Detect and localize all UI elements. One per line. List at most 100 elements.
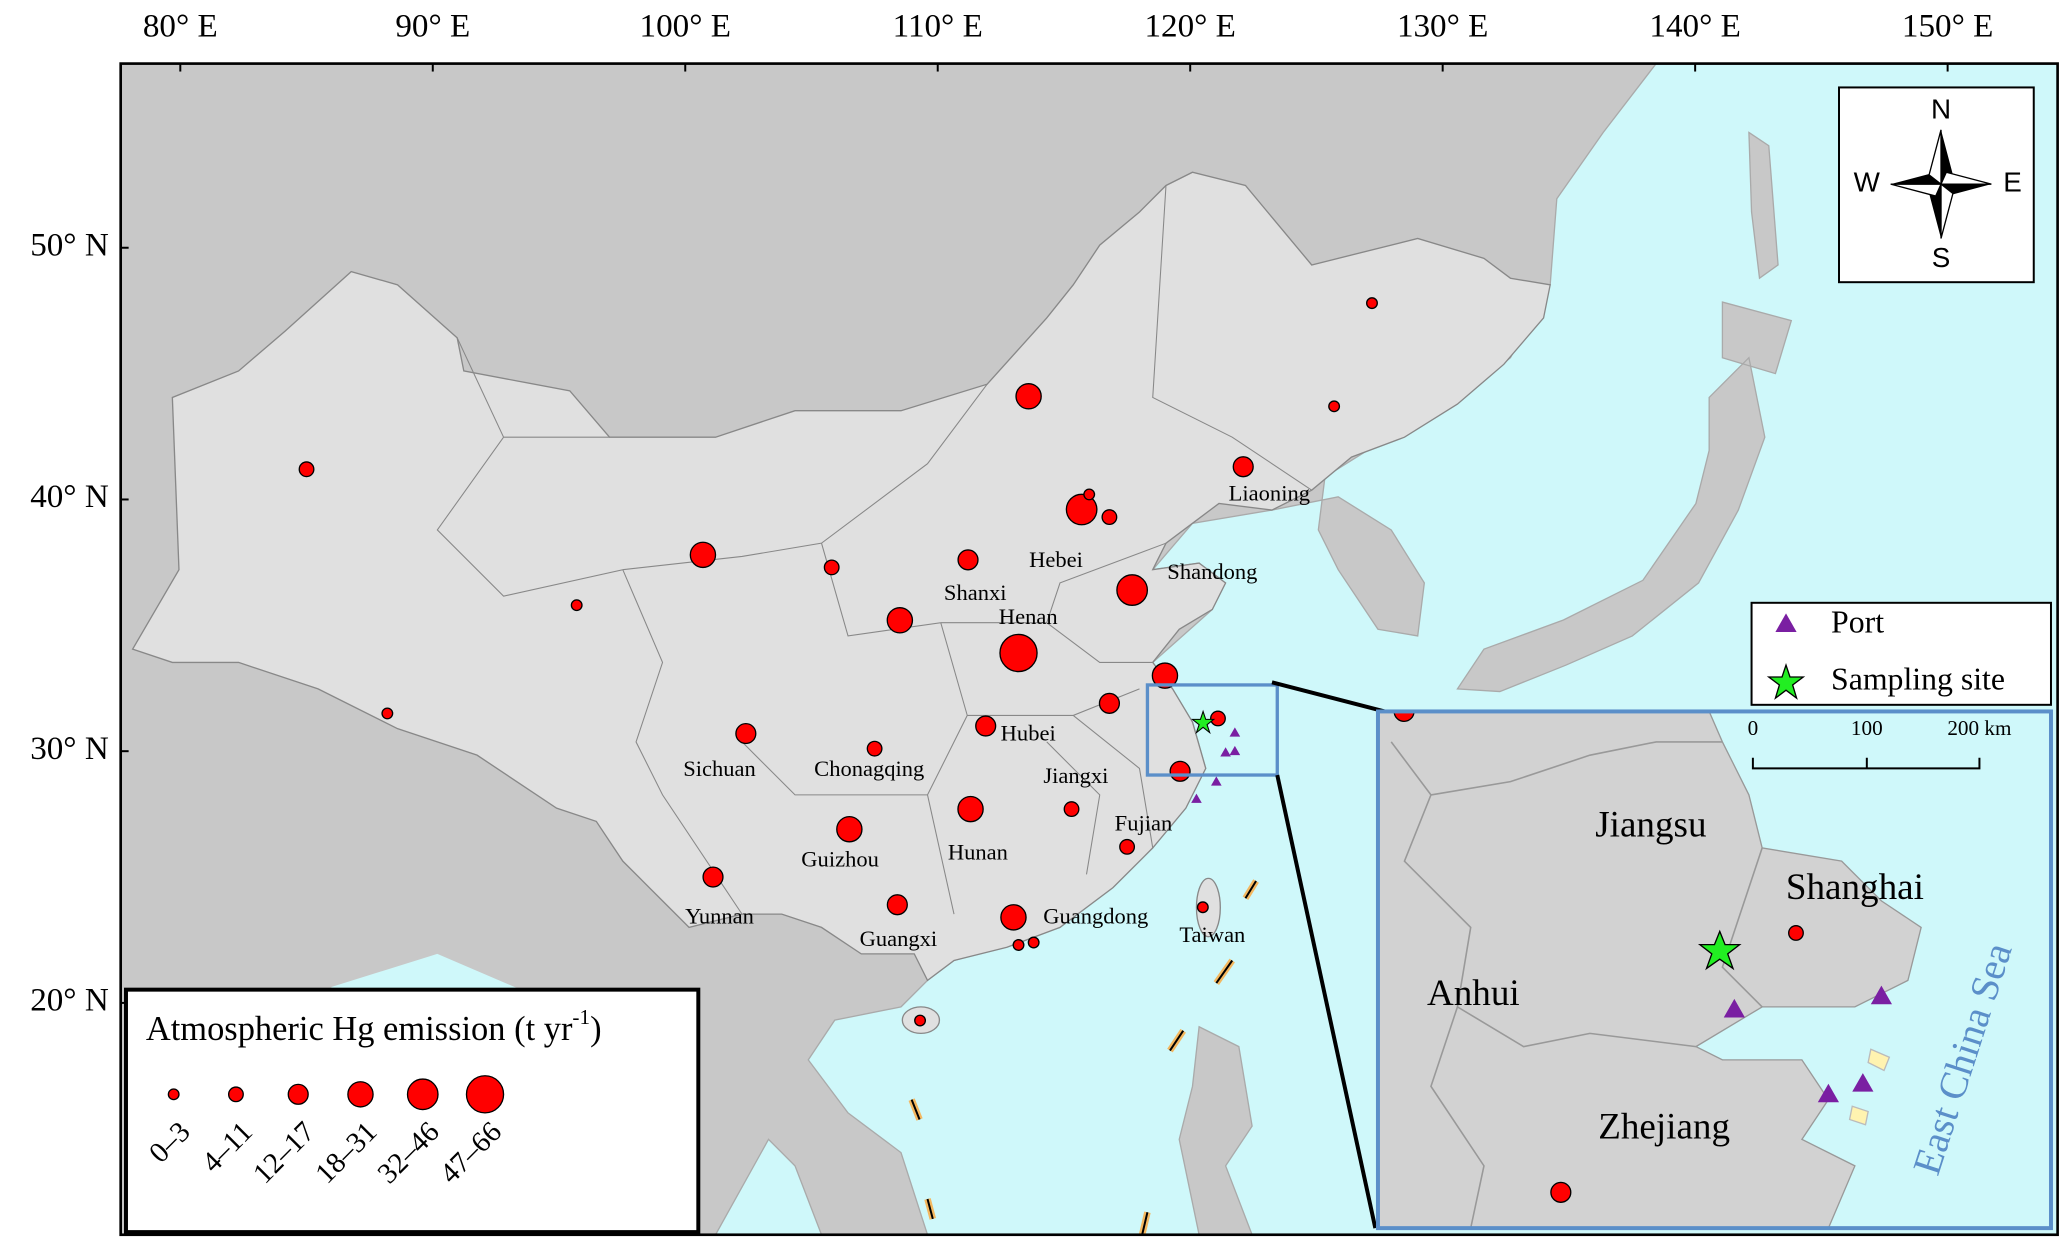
- graticule: 80° E 90° E 100° E 110° E 120° E 130° E 140° E…: [30, 8, 1993, 1019]
- lon-tick-label: 110° E: [893, 8, 983, 45]
- region-label: Hunan: [948, 840, 1008, 865]
- inset-emission-point: [1788, 925, 1804, 941]
- japan: [1456, 131, 1793, 693]
- frame: [119, 62, 2059, 1237]
- inset-label: Anhui: [1427, 973, 1520, 1014]
- emission-point: [1101, 509, 1118, 526]
- emission-point: [1119, 838, 1136, 855]
- legend-symbol: [406, 1078, 439, 1111]
- region-label: Yunnan: [685, 903, 754, 928]
- compass: N S E W: [1838, 86, 2035, 284]
- emission-point: [1063, 801, 1080, 818]
- lon-tick-label: 90° E: [395, 8, 470, 45]
- emission-point: [1232, 456, 1254, 478]
- emission-point: [1210, 710, 1226, 727]
- emission-point: [957, 795, 984, 823]
- lon-tick-label: 80° E: [143, 8, 218, 45]
- region-label: Jiangxi: [1043, 763, 1108, 788]
- china: [131, 171, 1551, 982]
- connector: [1275, 774, 1378, 1229]
- emission-point: [702, 866, 724, 888]
- emission-point: [914, 1014, 927, 1027]
- emission-legend: Atmospheric Hg emission (t yr-1) 0–3 4–11…: [123, 987, 701, 1235]
- map-body: [120, 63, 2058, 1235]
- emission-point: [570, 599, 583, 612]
- marker-legend: Port Sampling site: [1750, 601, 2052, 706]
- legend-port: Port: [1831, 605, 1884, 640]
- emission-point: [886, 607, 914, 634]
- compass-e: E: [2003, 166, 2022, 197]
- legend-title-sup: -1: [572, 1005, 590, 1029]
- emission-point: [1015, 383, 1042, 410]
- compass-w: W: [1854, 166, 1881, 197]
- region-label: Liaoning: [1229, 481, 1310, 506]
- lat-tick-label: 50° N: [30, 226, 109, 263]
- compass-n: N: [1931, 94, 1951, 125]
- inset-label: Jiangsu: [1595, 805, 1706, 846]
- region-label: Guangxi: [860, 926, 938, 951]
- legend-symbol: [347, 1081, 374, 1108]
- emission-point: [1169, 760, 1191, 782]
- emission-point: [823, 559, 840, 576]
- emission-point: [689, 541, 717, 569]
- emission-point: [1151, 662, 1179, 689]
- region-label: Henan: [999, 604, 1058, 629]
- lon-tick-label: 120° E: [1144, 8, 1235, 45]
- region-label: Sichuan: [683, 756, 756, 781]
- inset: 0 100 200 km Jiangsu Shanghai Anhui Zhej…: [1375, 709, 2053, 1231]
- philippines: [1178, 1025, 1253, 1235]
- emission-point: [836, 815, 863, 843]
- inset-box: [1145, 683, 1279, 777]
- region-label: Hebei: [1029, 547, 1083, 572]
- legend-site: Sampling site: [1831, 662, 2005, 697]
- region-label: Taiwan: [1179, 922, 1245, 947]
- lon-tick-label: 150° E: [1902, 8, 1993, 45]
- legend-title-end: ): [590, 1010, 601, 1048]
- scale-label: 100: [1851, 716, 1883, 740]
- emission-point: [381, 707, 394, 720]
- province-borders: [436, 185, 1313, 915]
- emission-point: [957, 549, 979, 571]
- legend-symbol: [465, 1075, 505, 1114]
- lon-tick-label: 140° E: [1649, 8, 1740, 45]
- legend-symbol: [287, 1083, 309, 1105]
- legend-symbol: [227, 1086, 244, 1103]
- region-label: Shandong: [1167, 559, 1257, 584]
- emission-point: [1328, 400, 1341, 413]
- emission-point: [1083, 488, 1096, 501]
- legend-title: Atmospheric Hg emission (t yr-1): [146, 1005, 602, 1048]
- region-label: Hubei: [1001, 720, 1056, 745]
- emission-points: [298, 297, 1378, 1027]
- emission-point: [1116, 574, 1149, 606]
- emission-point: [999, 633, 1038, 673]
- region-label: Chonagqing: [814, 756, 924, 781]
- region-label: Guizhou: [801, 846, 879, 871]
- inset-emission-point: [1393, 711, 1415, 723]
- inset-label: Shanghai: [1786, 867, 1924, 908]
- ports: [1191, 727, 1241, 803]
- lon-tick-label: 130° E: [1397, 8, 1488, 45]
- legend-title-text: Atmospheric Hg emission (t yr: [146, 1010, 573, 1048]
- emission-point: [1000, 904, 1027, 931]
- lat-tick-label: 40° N: [30, 478, 109, 515]
- emission-point: [1366, 297, 1378, 310]
- emission-point: [1065, 493, 1098, 526]
- scale-label: 200 km: [1947, 716, 2012, 740]
- emission-point: [1012, 939, 1025, 951]
- compass-s: S: [1932, 242, 1951, 273]
- inset-emission-point: [1550, 1181, 1572, 1203]
- lon-tick-label: 100° E: [640, 8, 731, 45]
- emission-point: [1098, 692, 1121, 714]
- connector: [1271, 680, 1386, 714]
- sampling-site: [1190, 709, 1216, 735]
- lat-tick-label: 20° N: [30, 981, 109, 1018]
- scale-label: 0: [1748, 716, 1759, 740]
- nine-dash-line: [908, 879, 1259, 1235]
- region-label: Guangdong: [1043, 903, 1148, 928]
- emission-point: [735, 722, 757, 745]
- region-label: Fujian: [1115, 811, 1173, 836]
- inset-label: Zhejiang: [1598, 1107, 1730, 1148]
- region-label: Shanxi: [944, 580, 1007, 605]
